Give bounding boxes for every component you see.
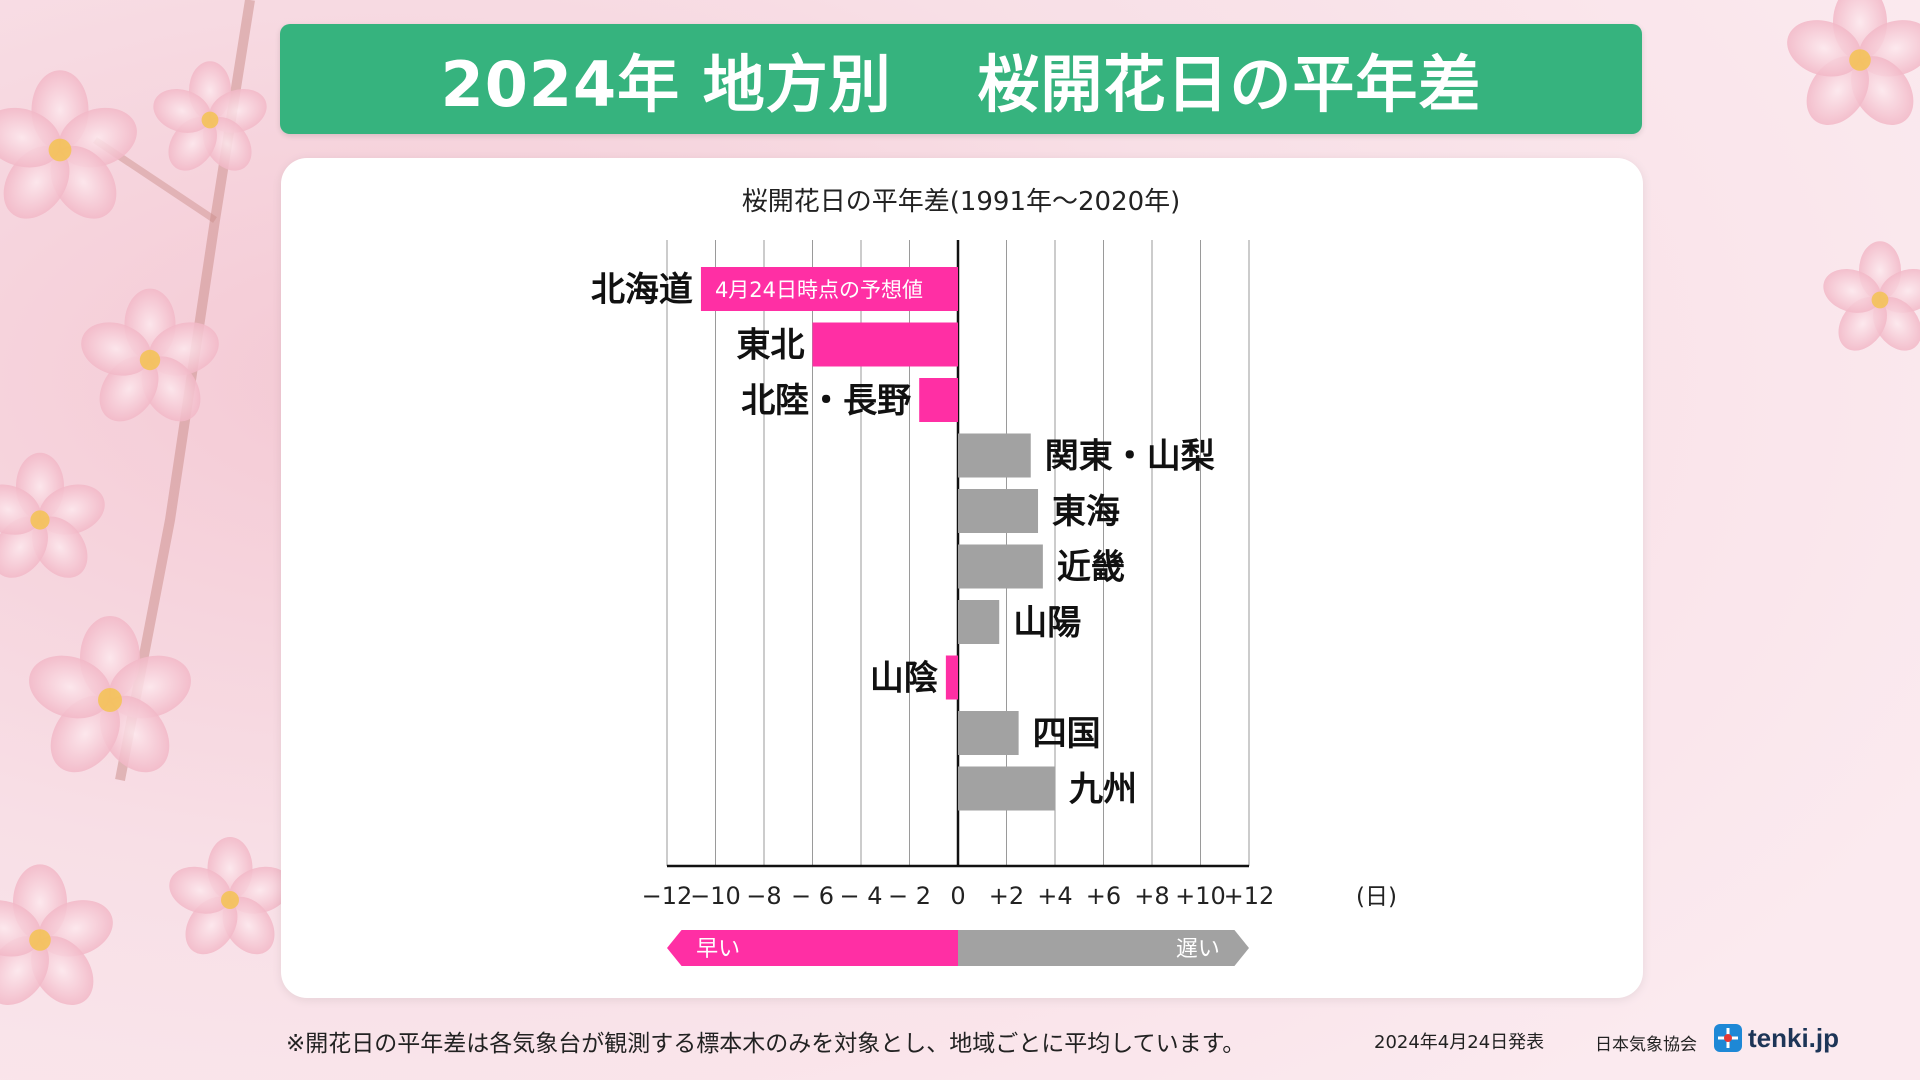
logo-text: tenki.jp bbox=[1748, 1022, 1840, 1053]
bar-annotation: 4月24日時点の予想値 bbox=[715, 278, 923, 302]
category-label: 関東・山梨 bbox=[1045, 437, 1215, 477]
x-tick-label: − 2 bbox=[888, 882, 931, 910]
category-label: 山陽 bbox=[1013, 603, 1081, 643]
title-banner: 2024年 地方別 桜開花日の平年差 bbox=[280, 24, 1642, 134]
bar bbox=[945, 655, 958, 700]
late-direction-arrow bbox=[958, 930, 1249, 966]
bar bbox=[700, 267, 958, 311]
chart-title: 桜開花日の平年差(1991年～2020年) bbox=[742, 187, 1181, 217]
bar bbox=[958, 433, 1031, 478]
chart-panel: 桜開花日の平年差(1991年～2020年) 北海道 4月24日時点の予想値東北北陸… bbox=[281, 158, 1643, 998]
x-tick-label: − 6 bbox=[791, 882, 834, 910]
category-label: 東北 bbox=[737, 326, 805, 366]
page-title: 2024年 地方別 桜開花日の平年差 bbox=[440, 48, 1482, 121]
x-axis-unit: (日) bbox=[1356, 884, 1397, 910]
category-label: 北海道 bbox=[591, 270, 693, 310]
category-label: 北陸・長野 bbox=[741, 381, 911, 421]
late-label: 遅い bbox=[1176, 937, 1220, 962]
bar bbox=[812, 322, 958, 367]
early-direction-arrow bbox=[667, 930, 958, 966]
bar bbox=[958, 711, 1019, 755]
bar bbox=[958, 489, 1039, 533]
bar-chart: 桜開花日の平年差(1991年～2020年) 北海道 4月24日時点の予想値東北北陸… bbox=[591, 187, 1397, 966]
early-label: 早い bbox=[696, 937, 740, 962]
x-tick-label: +12 bbox=[1224, 882, 1275, 910]
x-tick-label: +6 bbox=[1086, 882, 1121, 910]
x-tick-label: +4 bbox=[1037, 882, 1072, 910]
tenki-logo-icon bbox=[1714, 1024, 1742, 1052]
category-label: 東海 bbox=[1052, 492, 1120, 532]
x-tick-label: − 4 bbox=[839, 882, 882, 910]
bar bbox=[958, 766, 1055, 811]
category-label: 山陰 bbox=[870, 659, 938, 699]
tenki-logo: tenki.jp bbox=[1712, 1022, 1839, 1054]
bar bbox=[958, 544, 1043, 589]
x-tick-label: +10 bbox=[1175, 882, 1226, 910]
category-label: 近畿 bbox=[1057, 548, 1125, 588]
blossom-flower bbox=[1787, 0, 1920, 126]
bar bbox=[958, 600, 1000, 644]
x-tick-label: +2 bbox=[989, 882, 1024, 910]
published-date: 2024年4月24日発表 bbox=[1374, 1032, 1545, 1053]
category-label: 九州 bbox=[1069, 770, 1137, 810]
blossom-flower bbox=[81, 288, 219, 422]
organization-name: 日本気象協会 bbox=[1595, 1035, 1697, 1055]
blossom-flower bbox=[169, 837, 291, 955]
blossom-flower bbox=[0, 70, 137, 219]
blossom-flower bbox=[0, 452, 105, 578]
blossom-flower bbox=[153, 61, 267, 171]
blossom-flower bbox=[0, 864, 113, 1006]
x-tick-label: +8 bbox=[1134, 882, 1169, 910]
x-tick-label: −10 bbox=[690, 882, 741, 910]
category-label: 四国 bbox=[1033, 714, 1101, 754]
blossom-flower bbox=[29, 616, 191, 773]
footnote: ※開花日の平年差は各気象台が観測する標本木のみを対象とし、地域ごとに平均していま… bbox=[286, 1031, 1246, 1057]
bar bbox=[919, 378, 958, 422]
x-tick-label: 0 bbox=[950, 882, 965, 910]
x-tick-label: −8 bbox=[746, 882, 781, 910]
x-tick-label: −12 bbox=[642, 882, 693, 910]
blossom-flower bbox=[1823, 241, 1920, 351]
